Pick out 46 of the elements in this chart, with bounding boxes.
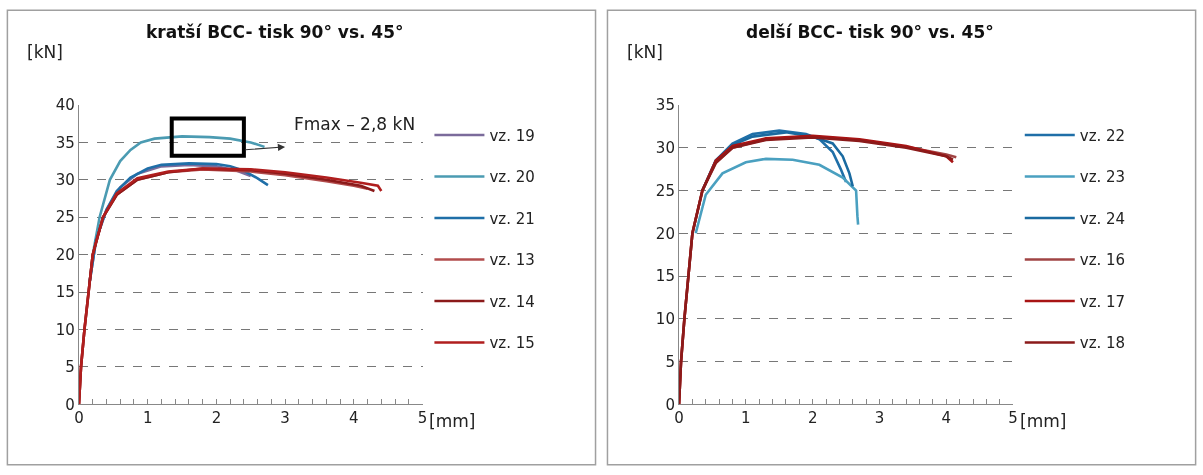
chart-title: delší BCC- tisk 90° vs. 45° xyxy=(746,22,994,42)
y-tick-label: 5 xyxy=(65,358,75,377)
x-axis-title: [mm] xyxy=(429,411,476,431)
x-tick-label: 1 xyxy=(741,409,751,428)
legend-label: vz. 20 xyxy=(489,168,535,187)
y-tick-label: 30 xyxy=(55,171,75,190)
y-tick-label: 15 xyxy=(655,267,675,286)
x-tick-label: 2 xyxy=(211,409,222,428)
y-tick-label: 30 xyxy=(655,138,675,157)
y-tick-label: 25 xyxy=(655,181,675,200)
legend-label: vz. 21 xyxy=(489,209,535,228)
legend-label: vz. 16 xyxy=(1079,251,1126,270)
legend-label: vz. 15 xyxy=(489,334,535,353)
y-tick-label: 20 xyxy=(55,245,75,264)
y-tick-label: 25 xyxy=(55,208,75,227)
legend-label: vz. 17 xyxy=(1079,292,1126,311)
x-tick-label: 1 xyxy=(142,409,153,428)
y-tick-label: 20 xyxy=(655,224,675,243)
x-tick-label: 4 xyxy=(349,409,359,428)
y-tick-label: 35 xyxy=(655,96,675,115)
x-tick-label: 3 xyxy=(280,409,290,428)
legend-label: vz. 23 xyxy=(1079,168,1126,187)
y-tick-label: 10 xyxy=(55,320,75,339)
x-tick-label: 3 xyxy=(874,409,885,428)
x-tick-label: 4 xyxy=(941,409,952,428)
legend-label: vz. 19 xyxy=(489,126,535,145)
y-axis-title: [kN] xyxy=(627,42,663,62)
x-tick-label: 2 xyxy=(807,409,818,428)
legend-label: vz. 24 xyxy=(1079,209,1126,228)
legend-label: vz. 13 xyxy=(489,251,535,270)
y-tick-label: 5 xyxy=(665,352,675,371)
x-axis-title: [mm] xyxy=(1020,411,1067,431)
y-tick-label: 0 xyxy=(65,395,75,414)
x-tick-label: 5 xyxy=(1008,409,1018,428)
y-tick-label: 10 xyxy=(655,310,675,329)
y-tick-label: 35 xyxy=(55,133,75,152)
chart-title: kratší BCC- tisk 90° vs. 45° xyxy=(146,22,404,42)
annotation: Fmax – 2,8 kN xyxy=(294,114,416,134)
legend-label: vz. 22 xyxy=(1079,126,1126,145)
legend-label: vz. 14 xyxy=(489,292,535,311)
legend-label: vz. 18 xyxy=(1079,334,1126,353)
y-tick-label: 0 xyxy=(665,395,675,414)
y-tick-label: 15 xyxy=(55,283,75,302)
y-axis-title: [kN] xyxy=(27,42,63,62)
x-tick-label: 5 xyxy=(417,409,428,428)
y-tick-label: 40 xyxy=(55,96,75,115)
